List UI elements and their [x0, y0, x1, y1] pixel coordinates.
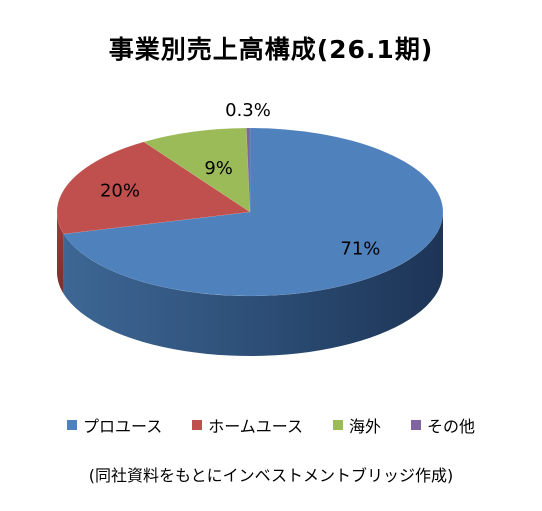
legend-item-overseas: 海外	[332, 413, 381, 437]
legend-swatch-overseas	[332, 420, 343, 430]
legend-item-home-use: ホームユース	[192, 413, 303, 437]
pie-slice-home-use	[56, 141, 251, 235]
legend-label-overseas: 海外	[348, 417, 381, 436]
chart-title: 事業別売上高構成(26.1期)	[108, 35, 434, 64]
pie-top-group	[56, 127, 444, 297]
data-label-home-use: 20%	[100, 181, 140, 202]
pie-side-group	[57, 212, 443, 356]
legend-swatch-other	[410, 420, 421, 430]
legend-label-home-use: ホームユース	[208, 417, 303, 436]
legend-item-other: その他	[410, 413, 475, 437]
pie-slice-overseas	[143, 127, 251, 213]
source-note: (同社資料をもとにインベストメントブリッジ作成)	[88, 466, 454, 485]
pie-side-home-use	[57, 212, 64, 294]
legend-item-pro-use: プロユース	[67, 413, 162, 437]
data-label-pro-use: 71%	[340, 239, 380, 260]
data-label-other: 0.3%	[225, 100, 271, 121]
pie-slice-other	[246, 127, 251, 213]
legend-swatch-home-use	[192, 420, 203, 430]
pie-slice-pro-use	[63, 127, 444, 297]
legend-label-other: その他	[426, 417, 475, 436]
data-label-group: 71% 20% 9% 0.3%	[100, 100, 380, 260]
legend-label-pro-use: プロユース	[83, 417, 163, 436]
legend-swatch-pro-use	[67, 420, 78, 430]
data-label-overseas: 9%	[204, 158, 233, 179]
legend: プロユース ホームユース 海外 その他	[0, 413, 542, 437]
pie-side-pro-use	[63, 212, 443, 356]
